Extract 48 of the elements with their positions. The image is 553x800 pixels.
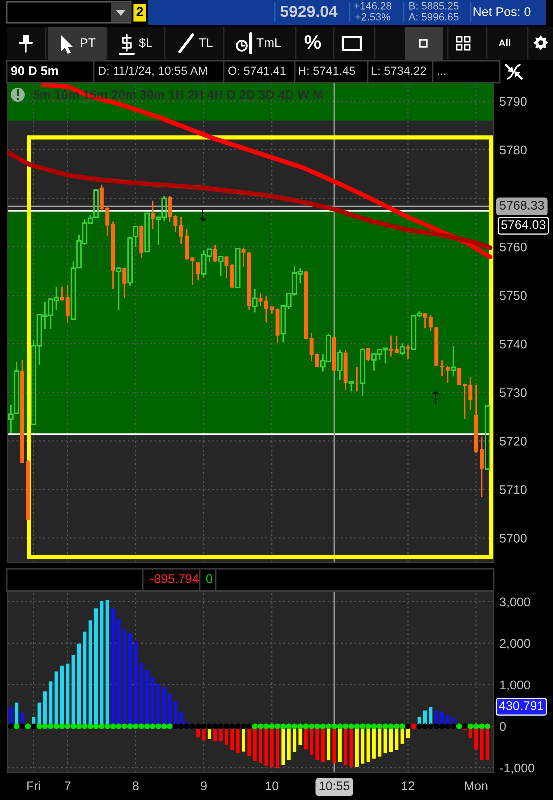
text: D: 11/1/24, 10:55 AM <box>98 66 208 77</box>
x-tick-label: 9 <box>201 782 207 791</box>
text: 90 D 5m <box>11 66 58 76</box>
text: 2 <box>136 7 144 16</box>
y-tick-label: 5780 <box>500 146 527 155</box>
x-tick-label: 8 <box>133 782 139 791</box>
text: 5764.03 <box>502 220 546 230</box>
x-tick-label: 10 <box>266 782 279 791</box>
text: ... <box>438 74 446 76</box>
y-tick-label: 5710 <box>500 486 527 494</box>
annotation: ↑ <box>433 390 439 405</box>
text: 430.791 <box>499 702 544 710</box>
text: 0 <box>206 574 212 584</box>
text: 5929.04 <box>280 6 338 18</box>
text: TL <box>198 38 213 48</box>
text: All <box>499 39 511 47</box>
y-tick-label: -1,000 <box>500 764 535 774</box>
text: L: 5734.22 <box>372 66 426 76</box>
y-tick-label: 0 <box>500 722 506 732</box>
x-tick-label: 12 <box>402 782 415 790</box>
y-tick-label: 1,000 <box>500 680 530 692</box>
text: H: 5741.45 <box>298 66 356 76</box>
text: A: 5996.65 <box>408 13 459 21</box>
annotation: ↓ <box>200 208 206 222</box>
text: +146.28 <box>354 2 392 10</box>
y-tick-label: 3,000 <box>500 598 530 608</box>
ref-line-label: 5768.33 <box>500 201 544 210</box>
x-tick-label: Mon <box>465 782 488 791</box>
y-tick-label: 5790 <box>500 97 527 106</box>
y-tick-label: 5750 <box>500 291 527 300</box>
y-tick-label: 5700 <box>500 534 527 543</box>
text: PT <box>81 38 96 48</box>
text: B: 5885.25 <box>410 2 459 10</box>
text: % <box>304 36 322 50</box>
y-tick-label: 5720 <box>500 436 527 446</box>
y-tick-label: 5740 <box>500 340 527 349</box>
x-tick-label: 7 <box>65 782 71 790</box>
y-tick-label: 2,000 <box>500 639 530 650</box>
text: TmL <box>256 38 282 48</box>
y-tick-label: 5760 <box>500 242 527 252</box>
y-tick-label: 5730 <box>500 388 527 398</box>
text: O: 5741.41 <box>228 66 286 76</box>
text: +2.53% <box>356 13 390 21</box>
x-tick-label: 10:55 <box>320 782 350 791</box>
text: $L <box>139 38 153 48</box>
text: Net Pos: 0 <box>474 8 531 16</box>
x-tick-label: Fri <box>28 781 40 790</box>
text: -895.794 <box>150 574 199 584</box>
